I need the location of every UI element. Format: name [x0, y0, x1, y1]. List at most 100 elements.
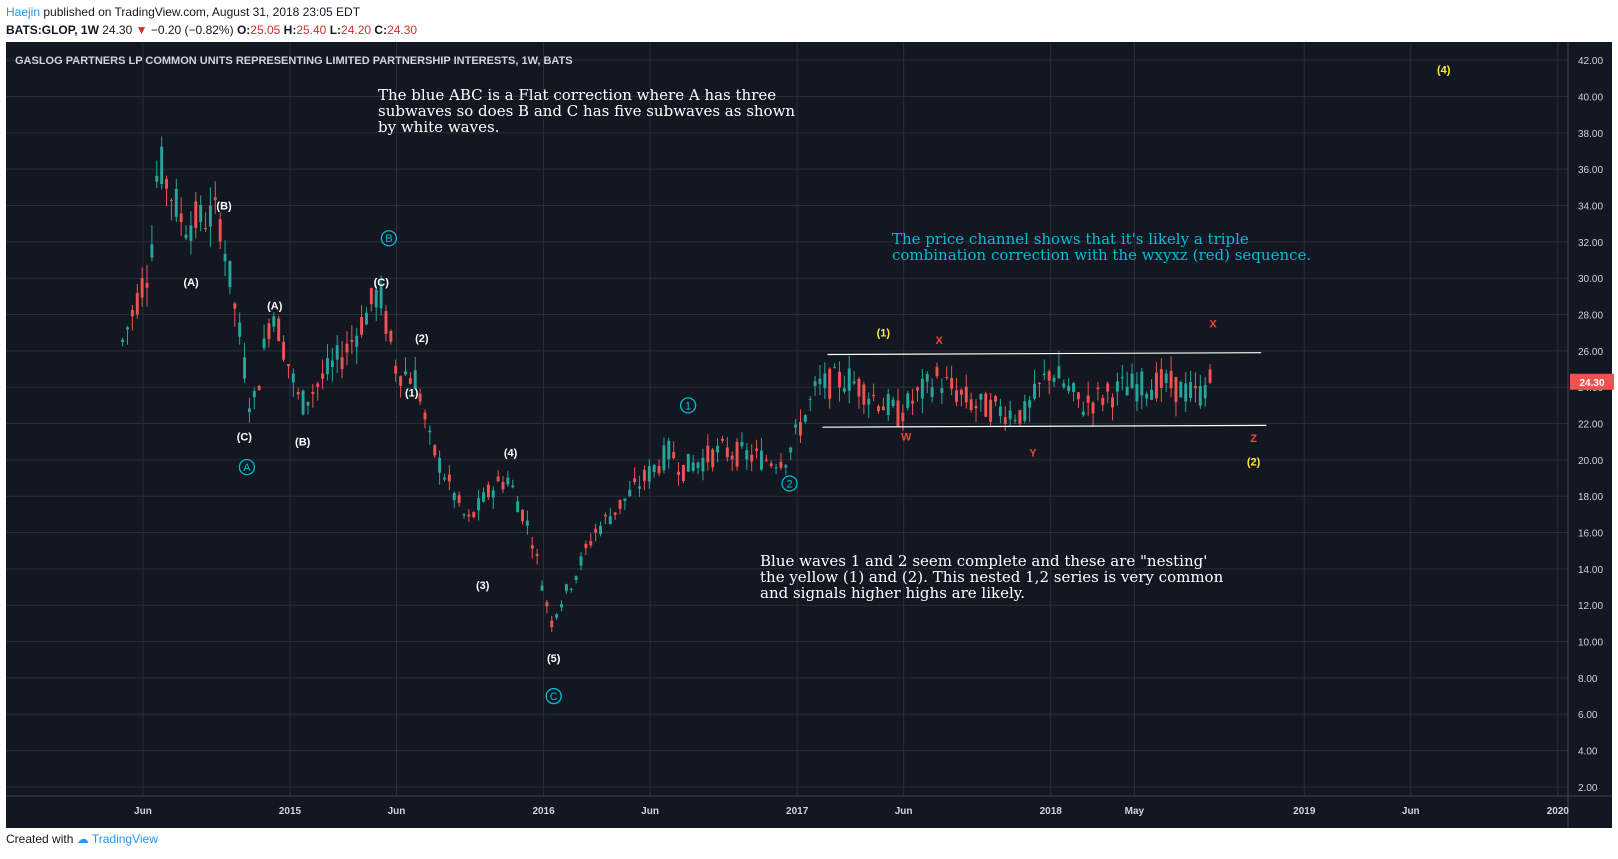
candle-body [735, 442, 739, 467]
wave-label-white: (3) [476, 580, 490, 592]
candle-body [184, 234, 188, 239]
candle-body [652, 464, 656, 473]
candle-body [774, 467, 778, 469]
wave-label-cyan-circle [238, 458, 256, 476]
chart-title: GASLOG PARTNERS LP COMMON UNITS REPRESEN… [15, 55, 573, 67]
time-tick-label: Jun [1402, 806, 1420, 817]
candle-body [155, 175, 159, 182]
candle-body [1072, 383, 1075, 393]
price-tick-label: 30.00 [1578, 274, 1603, 285]
candle-body [277, 318, 281, 342]
candle-body [959, 389, 963, 395]
candle-body [745, 450, 749, 460]
candle-body [564, 584, 568, 592]
price-tick-label: 18.00 [1578, 492, 1603, 503]
candle-body [974, 405, 978, 409]
price-tick-label: 12.00 [1578, 601, 1603, 612]
candle-body [828, 368, 832, 399]
candle-body [223, 254, 227, 262]
wave-label-white: (C) [237, 431, 253, 443]
candle-body [296, 391, 300, 395]
candle-body [1150, 389, 1154, 400]
candle-body [955, 390, 958, 402]
candle-body [1062, 383, 1066, 388]
candle-body [477, 498, 481, 511]
candle-body [325, 358, 329, 375]
price-tick-label: 14.00 [1578, 565, 1603, 576]
candle-body [1111, 397, 1115, 408]
price-tick-label: 42.00 [1578, 56, 1603, 67]
candle-body [1106, 383, 1110, 392]
candle-body [1076, 392, 1080, 400]
wave-label-cyan-circle [545, 687, 562, 705]
candle-body [716, 445, 720, 453]
candle-body [545, 602, 549, 607]
candle-body [823, 373, 827, 389]
candle-body [789, 447, 793, 453]
down-arrow-icon: ▼ [135, 23, 148, 37]
wave-label-cyan: 1 [685, 400, 691, 412]
candle-body [667, 440, 671, 460]
candle-body [725, 447, 729, 458]
candle-body [881, 406, 885, 411]
candle-body [706, 445, 710, 463]
time-tick-label: 2016 [532, 806, 555, 817]
price-channel [822, 352, 1267, 428]
candle-body [540, 585, 544, 591]
candle-body [867, 398, 871, 405]
candle-body [1023, 401, 1027, 421]
candle-body [467, 514, 471, 517]
candle-body [1164, 373, 1168, 383]
price-tick-label: 10.00 [1578, 638, 1603, 649]
candle-body [877, 406, 880, 412]
candle-body [423, 412, 427, 420]
candle-body [569, 588, 573, 590]
candle-body [613, 512, 617, 515]
wave-label-red: X [1209, 319, 1217, 331]
candle-body [750, 454, 754, 462]
candle-body [516, 501, 520, 513]
candle-body [906, 393, 910, 408]
candle-body [1120, 377, 1124, 379]
wave-label-cyan-circle [380, 230, 398, 247]
candle-body [691, 462, 695, 471]
candle-body [1145, 393, 1149, 399]
author-link[interactable]: Haejin [6, 5, 41, 19]
candle-body [901, 412, 905, 422]
wave-label-cyan-circle [781, 475, 798, 492]
time-tick-label: 2019 [1293, 806, 1316, 817]
candle-body [174, 188, 178, 217]
price-tick-label: 2.00 [1578, 783, 1598, 794]
time-axis[interactable]: Jun 2015 Jun 2016 Jun 2017 Jun 2018 May 2019 Jun 20… [134, 806, 1569, 817]
candle-body [1096, 387, 1100, 390]
high-label: H: [283, 23, 297, 37]
candle-body [355, 335, 359, 347]
tradingview-link[interactable]: TradingView [91, 832, 158, 846]
candle-body [940, 388, 944, 394]
candle-body [389, 330, 393, 342]
candle-body [286, 364, 290, 367]
candle-body [204, 228, 208, 230]
candle-body [135, 293, 139, 315]
candle-body [628, 489, 632, 497]
candle-body [340, 357, 344, 370]
candle-body [282, 341, 286, 360]
candle-body [218, 219, 222, 242]
candle-body [896, 400, 900, 426]
candle-body [672, 452, 676, 459]
candle-body [1067, 385, 1071, 392]
candle-body [589, 541, 593, 546]
candle-body [369, 288, 373, 305]
candle-body [462, 514, 466, 516]
channel-lower-line [822, 424, 1267, 428]
open-label: O: [236, 23, 251, 37]
candle-body [1198, 385, 1202, 406]
candle-body [189, 225, 193, 241]
candle-body [872, 394, 876, 397]
candle-body [813, 381, 817, 387]
time-tick-label: 2018 [1040, 806, 1063, 817]
candle-body [686, 453, 690, 472]
candle-body [730, 455, 734, 460]
wave-label-white: (A) [267, 300, 283, 312]
